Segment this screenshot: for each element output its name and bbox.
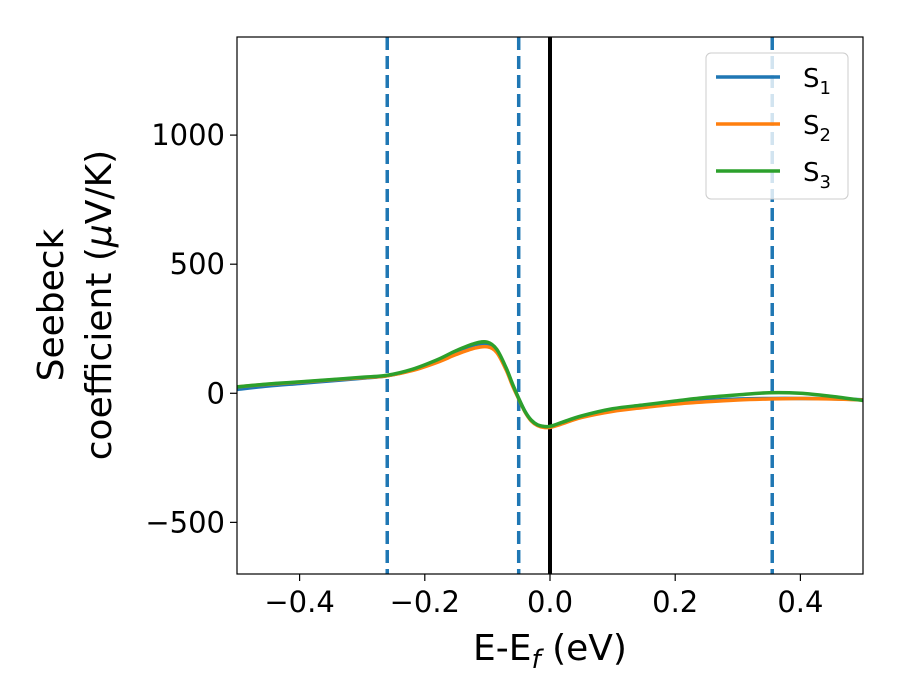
y-tick-label: 1000 [151,118,225,152]
legend-label-s1: S1 [803,64,831,99]
plot-area [237,37,863,574]
x-tick-label: −0.4 [264,585,334,619]
y-axis-label-line2: coefficient (μV/K) [79,150,120,460]
x-tick-label: 0.2 [652,585,698,619]
series-line-s3 [237,339,863,429]
x-tick-label: 0.4 [777,585,823,619]
x-axis-label: E-Ef (eV) [473,628,627,675]
y-tick-label: −500 [145,505,225,539]
legend-label-s2: S2 [803,111,831,146]
axis-ticks: −0.4 −0.2 0.0 0.2 0.4 −500 0 500 1000 [145,118,823,619]
legend: S1 S2 S3 [705,52,849,200]
y-axis-label-line1: Seebeck [31,228,72,381]
y-tick-label: 0 [207,376,225,410]
legend-box [705,52,849,200]
legend-label-s3: S3 [803,158,831,193]
y-tick-label: 500 [170,247,225,281]
x-tick-label: 0.0 [527,585,573,619]
x-tick-label: −0.2 [390,585,460,619]
